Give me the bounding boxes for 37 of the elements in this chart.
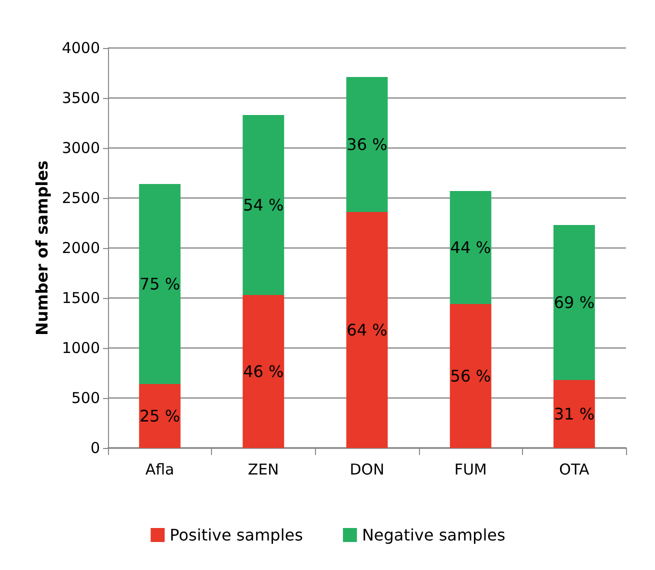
annotation: 46 % xyxy=(243,362,284,381)
y-tick-label: 4000 xyxy=(62,39,100,57)
y-tick-label: 0 xyxy=(90,439,100,457)
bar xyxy=(553,380,595,448)
bar xyxy=(553,225,595,380)
bar xyxy=(242,115,284,295)
legend-label: Positive samples xyxy=(170,526,303,544)
y-tick-label: 3000 xyxy=(62,139,100,157)
y-tick-label: 500 xyxy=(71,389,100,407)
bar xyxy=(450,304,492,448)
bar xyxy=(139,384,181,448)
annotation: 31 % xyxy=(554,404,595,424)
y-tick-label: 3500 xyxy=(62,89,100,107)
y-tick-label: 1500 xyxy=(62,289,100,307)
y-tick-label: 2500 xyxy=(62,189,100,207)
x-tick-label: FUM xyxy=(454,460,487,478)
x-tick-label: DON xyxy=(350,460,384,478)
x-tick-label: ZEN xyxy=(248,460,279,478)
bar xyxy=(346,77,388,212)
annotation: 44 % xyxy=(450,238,491,257)
bar xyxy=(450,191,492,304)
annotation: 54 % xyxy=(243,196,284,214)
y-tick-label: 2000 xyxy=(62,239,100,257)
x-tick-label: Afla xyxy=(145,460,174,478)
y-tick-label: 1000 xyxy=(62,339,100,357)
annotation: 25 % xyxy=(139,406,180,426)
x-tick-label: OTA xyxy=(559,460,590,478)
annotation: 56 % xyxy=(450,366,491,386)
bar xyxy=(346,212,388,448)
legend-label: Negative samples xyxy=(362,526,506,544)
y-axis-title: Number of samples xyxy=(32,160,52,336)
annotation: 64 % xyxy=(346,320,388,340)
annotation: 75 % xyxy=(139,274,180,294)
bar xyxy=(242,295,284,448)
annotation: 36 % xyxy=(346,135,388,154)
bar xyxy=(139,184,181,384)
annotation: 69 % xyxy=(554,293,595,312)
